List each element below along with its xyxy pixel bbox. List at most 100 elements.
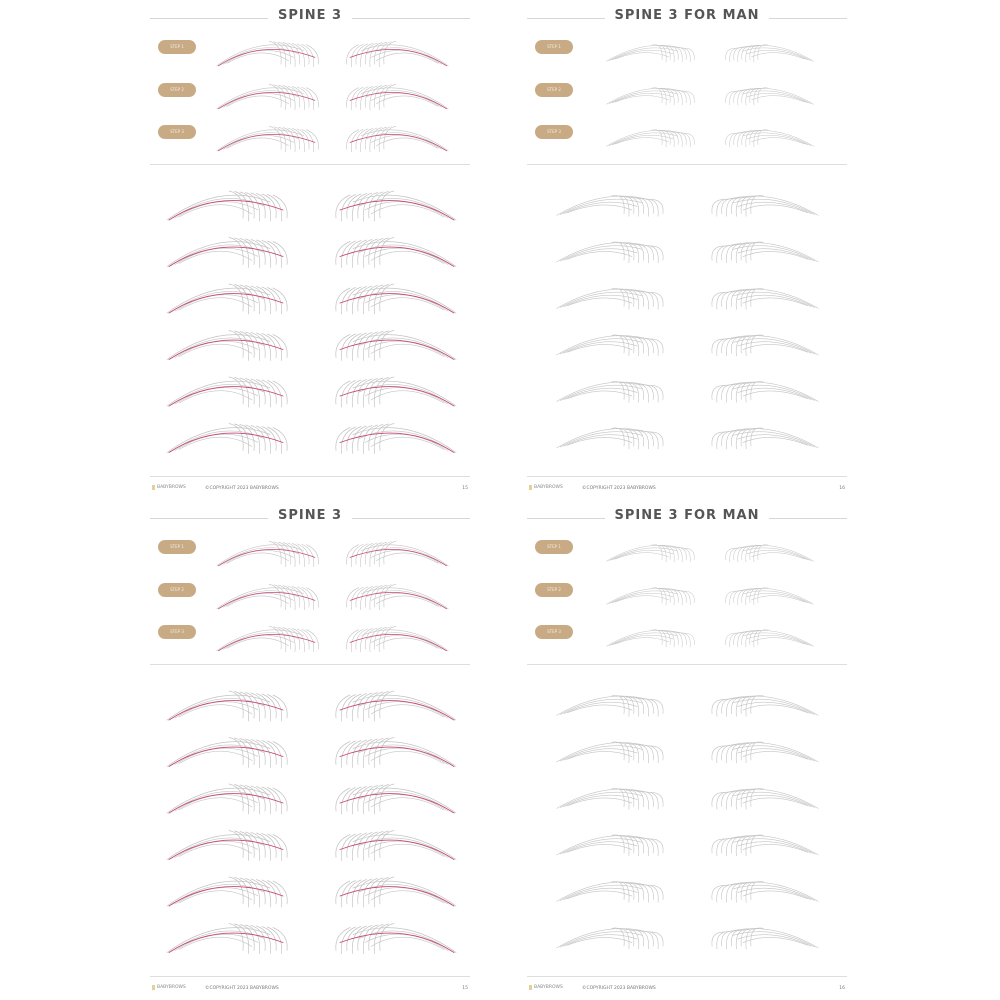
section-divider: [150, 664, 470, 665]
step-eyebrow-right: [346, 541, 449, 567]
step-eyebrow-right: [725, 129, 814, 148]
step-badge: STEP 3: [535, 125, 573, 139]
step-eyebrow-right: [346, 626, 449, 652]
step-eyebrow-left: [606, 629, 695, 648]
practice-eyebrow-right: [335, 737, 457, 768]
practice-eyebrow-right: [711, 381, 819, 403]
step-eyebrow-left: [606, 544, 695, 563]
footer-rule: [527, 976, 847, 977]
practice-eyebrow-right: [711, 788, 819, 810]
eyebrow-practice-drawings: [166, 41, 457, 454]
step-eyebrow-left: [216, 84, 319, 110]
practice-eyebrow-left: [556, 195, 664, 217]
footer-rule: [150, 976, 470, 977]
practice-eyebrow-right: [335, 876, 457, 908]
practice-eyebrow-left: [166, 690, 288, 722]
section-divider: [527, 664, 847, 665]
page-number: 16: [839, 486, 845, 491]
step-eyebrow-right: [725, 44, 814, 63]
practice-eyebrow-left: [556, 241, 664, 264]
footer: BABYBROWS ©COPYRIGHT 2023 BABYBROWS 15: [150, 985, 470, 995]
page-number: 16: [839, 986, 845, 991]
step-eyebrow-left: [216, 41, 319, 67]
eyebrow-practice-drawings: [166, 541, 457, 954]
step-badge: STEP 2: [535, 583, 573, 597]
practice-eyebrow-right: [335, 923, 457, 954]
practice-eyebrow-right: [335, 423, 457, 454]
step-eyebrow-right: [725, 87, 814, 106]
step-badge: STEP 2: [535, 83, 573, 97]
eyebrow-practice-drawings: [556, 544, 819, 950]
step-badge: STEP 1: [158, 40, 196, 54]
practice-page-1: SPINE 3 STEP 1 STEP 2 STEP 3 BABYBROWS ©COP…: [150, 0, 470, 495]
page-title: SPINE 3: [267, 508, 353, 523]
step-badge: STEP 1: [535, 40, 573, 54]
practice-eyebrow-right: [711, 195, 819, 217]
footer: BABYBROWS ©COPYRIGHT 2023 BABYBROWS 16: [527, 485, 847, 495]
practice-eyebrow-right: [711, 881, 819, 903]
practice-eyebrow-right: [335, 283, 457, 315]
step-badge: STEP 3: [158, 125, 196, 139]
practice-eyebrow-left: [166, 423, 288, 454]
step-badge: STEP 1: [535, 540, 573, 554]
practice-eyebrow-left: [166, 876, 288, 908]
practice-eyebrow-right: [335, 237, 457, 268]
footer-rule: [150, 476, 470, 477]
brand-logo: BABYBROWS: [529, 485, 563, 490]
step-eyebrow-right: [725, 544, 814, 563]
practice-eyebrow-left: [556, 427, 664, 450]
practice-eyebrow-right: [335, 690, 457, 722]
step-eyebrow-right: [725, 587, 814, 606]
practice-eyebrow-left: [556, 741, 664, 764]
footer-rule: [527, 476, 847, 477]
practice-eyebrow-right: [711, 288, 819, 310]
practice-eyebrow-right: [335, 830, 457, 861]
title-row: SPINE 3: [150, 8, 470, 28]
practice-eyebrow-right: [711, 741, 819, 764]
practice-eyebrow-left: [556, 788, 664, 810]
title-row: SPINE 3: [150, 508, 470, 528]
practice-eyebrow-left: [556, 288, 664, 310]
copyright-text: ©COPYRIGHT 2023 BABYBROWS: [582, 486, 656, 491]
step-eyebrow-left: [606, 129, 695, 148]
step-eyebrow-left: [216, 126, 319, 152]
practice-eyebrow-left: [166, 190, 288, 222]
page-number: 15: [462, 486, 468, 491]
brand-logo: BABYBROWS: [152, 485, 186, 490]
step-eyebrow-left: [216, 541, 319, 567]
practice-eyebrow-left: [556, 695, 664, 717]
practice-eyebrow-right: [711, 241, 819, 264]
footer: BABYBROWS ©COPYRIGHT 2023 BABYBROWS 15: [150, 485, 470, 495]
practice-eyebrow-left: [556, 334, 664, 357]
practice-page-4: SPINE 3 FOR MAN STEP 1 STEP 2 STEP 3 BABYBR…: [527, 500, 847, 995]
practice-eyebrow-left: [166, 237, 288, 268]
step-badge: STEP 3: [535, 625, 573, 639]
practice-eyebrow-left: [166, 376, 288, 408]
practice-page-3: SPINE 3 STEP 1 STEP 2 STEP 3 BABYBROWS ©COP…: [150, 500, 470, 995]
copyright-text: ©COPYRIGHT 2023 BABYBROWS: [205, 986, 279, 991]
practice-eyebrow-right: [335, 190, 457, 222]
practice-eyebrow-right: [711, 427, 819, 450]
step-eyebrow-left: [606, 87, 695, 106]
step-badge: STEP 2: [158, 83, 196, 97]
practice-eyebrow-right: [711, 834, 819, 857]
practice-eyebrow-left: [556, 881, 664, 903]
step-eyebrow-left: [216, 584, 319, 610]
copyright-text: ©COPYRIGHT 2023 BABYBROWS: [205, 486, 279, 491]
step-eyebrow-right: [725, 629, 814, 648]
practice-eyebrow-left: [166, 283, 288, 315]
practice-eyebrow-left: [166, 783, 288, 815]
step-eyebrow-right: [346, 41, 449, 67]
title-row: SPINE 3 FOR MAN: [527, 8, 847, 28]
practice-eyebrow-left: [166, 830, 288, 861]
practice-eyebrow-right: [335, 330, 457, 361]
page-title: SPINE 3 FOR MAN: [604, 508, 770, 523]
practice-eyebrow-left: [556, 927, 664, 950]
practice-eyebrow-right: [335, 376, 457, 408]
practice-page-2: SPINE 3 FOR MAN STEP 1 STEP 2 STEP 3 BABYBR…: [527, 0, 847, 495]
practice-eyebrow-left: [556, 381, 664, 403]
practice-eyebrow-left: [166, 923, 288, 954]
eyebrow-practice-drawings: [556, 44, 819, 450]
step-eyebrow-right: [346, 584, 449, 610]
step-eyebrow-left: [606, 587, 695, 606]
